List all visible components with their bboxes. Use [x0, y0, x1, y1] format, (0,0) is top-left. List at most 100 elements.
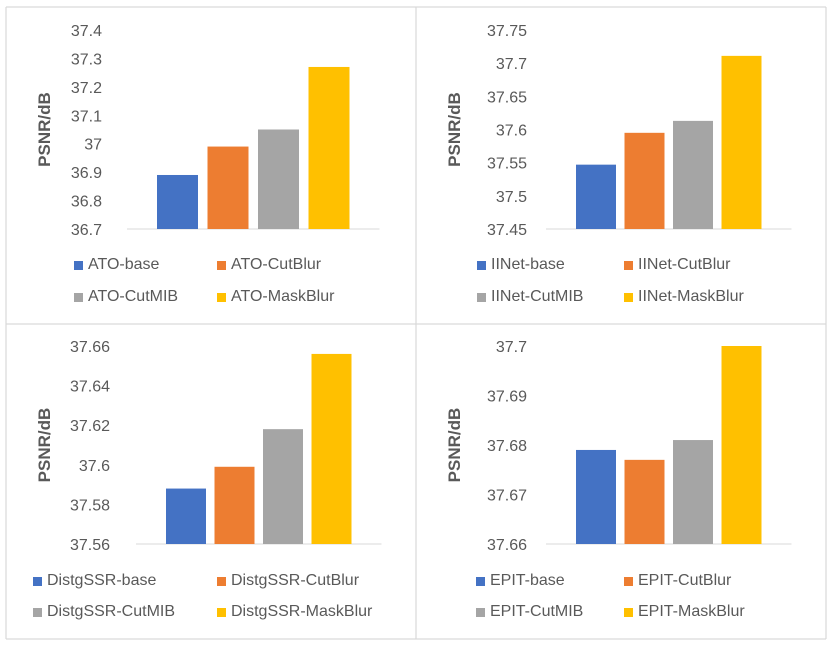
bar-epit-cutmib — [673, 440, 713, 544]
y-tick-label: 37.64 — [70, 379, 110, 396]
y-tick-label: 37.1 — [71, 108, 102, 125]
chart-svg: 37.66 37.64 37.62 37.6 37.58 37.56 PSNR/dB — [35, 339, 382, 554]
legend-item: EPIT-base — [476, 572, 565, 590]
bar-ato-cutblur — [207, 146, 249, 229]
chart-distgssr: 37.66 37.64 37.62 37.6 37.58 37.56 PSNR/dB Dist… — [0, 324, 416, 648]
y-tick-label: 37.56 — [70, 537, 110, 554]
legend-item: IINet-CutBlur — [624, 256, 730, 274]
chart-iinet: 37.75 37.7 37.65 37.6 37.55 37.5 37.45 PSNR/dB I… — [416, 0, 831, 324]
bar-distgssr-base — [166, 488, 206, 544]
legend-item: EPIT-MaskBlur — [624, 603, 745, 621]
y-tick-label: 37.69 — [487, 389, 527, 406]
y-tick-label: 37.6 — [79, 458, 110, 475]
legend-label: DistgSSR-CutBlur — [231, 572, 360, 589]
legend-item: DistgSSR-CutMIB — [33, 603, 175, 621]
bar-iinet-maskblur — [721, 55, 762, 230]
y-tick-label: 37.7 — [496, 339, 527, 356]
legend-swatch — [217, 607, 226, 617]
legend-swatch — [624, 607, 633, 617]
y-tick-label: 36.8 — [71, 194, 102, 211]
legend-item: EPIT-CutBlur — [624, 572, 731, 590]
legend-swatch — [74, 292, 83, 302]
legend-swatch — [476, 607, 485, 617]
legend-item: DistgSSR-base — [33, 572, 156, 590]
legend-item: EPIT-CutMIB — [476, 603, 583, 621]
chart-svg: 37.75 37.7 37.65 37.6 37.55 37.5 37.45 PSNR/dB — [445, 23, 792, 239]
legend-label: IINet-CutBlur — [638, 256, 731, 273]
legend-item: IINet-CutMIB — [477, 288, 583, 306]
legend-swatch — [624, 260, 633, 270]
y-axis-label: PSNR/dB — [35, 92, 54, 167]
legend-label: EPIT-CutBlur — [638, 572, 732, 589]
legend-label: EPIT-base — [490, 572, 565, 589]
legend-item: IINet-MaskBlur — [624, 288, 744, 306]
legend-label: ATO-MaskBlur — [231, 288, 335, 305]
legend-label: IINet-CutMIB — [491, 288, 584, 305]
legend-swatch — [217, 260, 226, 270]
legend-label: DistgSSR-base — [47, 572, 157, 589]
legend-swatch — [74, 260, 83, 270]
y-tick-label: 37.3 — [71, 51, 102, 68]
chart-svg: 37.7 37.69 37.68 37.67 37.66 PSNR/dB — [445, 339, 792, 554]
legend-label: IINet-MaskBlur — [638, 288, 744, 305]
y-tick-label: 37.65 — [487, 89, 527, 106]
y-tick-label: 37.67 — [487, 488, 527, 505]
y-tick-label: 37.6 — [496, 123, 527, 140]
bar-epit-maskblur — [721, 346, 762, 544]
y-tick-label: 36.7 — [71, 222, 102, 239]
y-tick-label: 37.75 — [487, 23, 527, 40]
bar-epit-base — [576, 449, 616, 544]
bar-ato-maskblur — [308, 66, 350, 229]
legend-swatch — [624, 576, 633, 586]
legend-label: IINet-base — [491, 256, 565, 273]
legend-label: ATO-CutBlur — [231, 256, 322, 273]
legend-swatch — [217, 292, 226, 302]
y-tick-label: 37.55 — [487, 156, 527, 173]
bar-ato-base — [157, 174, 198, 229]
legend-label: ATO-CutMIB — [88, 288, 179, 305]
legend-label: DistgSSR-MaskBlur — [231, 603, 373, 620]
y-tick-label: 37.5 — [496, 189, 527, 206]
chart-ato: 37.4 37.3 37.2 37.1 37 36.9 36.8 36.7 PSNR/dB ATO… — [0, 0, 416, 324]
legend-item: ATO-CutMIB — [74, 288, 178, 306]
bar-distgssr-maskblur — [311, 353, 352, 544]
legend-swatch — [217, 576, 226, 586]
y-tick-label: 37 — [84, 137, 102, 154]
legend-item: IINet-base — [477, 256, 565, 274]
y-axis-label: PSNR/dB — [445, 408, 464, 483]
bar-distgssr-cutblur — [214, 466, 255, 544]
y-tick-label: 36.9 — [71, 165, 102, 182]
legend-label: ATO-base — [88, 256, 160, 273]
legend-item: ATO-base — [74, 256, 159, 274]
bar-epit-cutblur — [624, 459, 665, 544]
bar-iinet-cutblur — [624, 132, 665, 229]
bar-iinet-base — [576, 164, 616, 229]
y-tick-label: 37.45 — [487, 222, 527, 239]
bar-distgssr-cutmib — [263, 429, 303, 544]
bar-iinet-cutmib — [673, 120, 713, 229]
legend-swatch — [624, 292, 633, 302]
legend-swatch — [477, 292, 486, 302]
legend-item: ATO-CutBlur — [217, 256, 321, 274]
y-tick-label: 37.4 — [71, 23, 102, 40]
legend-swatch — [33, 607, 42, 617]
legend-label: EPIT-CutMIB — [490, 603, 584, 620]
y-tick-label: 37.66 — [487, 537, 527, 554]
legend-swatch — [477, 260, 486, 270]
y-axis-label: PSNR/dB — [445, 92, 464, 167]
chart-svg: 37.4 37.3 37.2 37.1 37 36.9 36.8 36.7 PSNR/dB — [35, 23, 380, 239]
legend-swatch — [476, 576, 485, 586]
y-tick-label: 37.66 — [70, 339, 110, 356]
legend-item: DistgSSR-CutBlur — [217, 572, 359, 590]
y-tick-label: 37.7 — [496, 56, 527, 73]
y-axis-label: PSNR/dB — [35, 408, 54, 483]
legend-item: DistgSSR-MaskBlur — [217, 603, 372, 621]
chart-epit: 37.7 37.69 37.68 37.67 37.66 PSNR/dB EPIT-base… — [416, 324, 831, 648]
y-tick-label: 37.62 — [70, 418, 110, 435]
legend-swatch — [33, 576, 42, 586]
y-tick-label: 37.2 — [71, 80, 102, 97]
y-tick-label: 37.68 — [487, 438, 527, 455]
legend-item: ATO-MaskBlur — [217, 288, 334, 306]
legend-label: EPIT-MaskBlur — [638, 603, 745, 620]
